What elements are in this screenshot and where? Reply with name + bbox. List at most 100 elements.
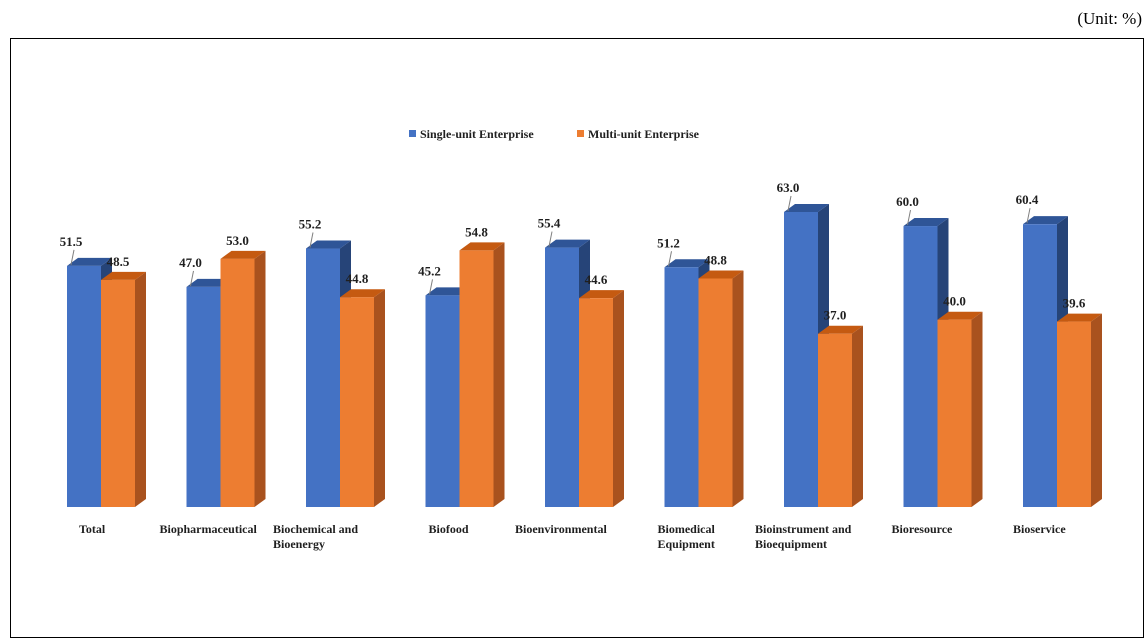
category-label-line: Equipment — [658, 537, 715, 551]
bar-top — [340, 289, 385, 298]
bar-top — [425, 287, 471, 296]
bar-front — [459, 250, 494, 507]
bar-front — [937, 319, 972, 507]
value-leader — [668, 251, 672, 267]
category-label: Biopharmaceutical — [160, 522, 258, 536]
legend: Single-unit Enterprise Multi-unit Enterp… — [409, 127, 700, 141]
value-label: 44.6 — [585, 272, 608, 287]
value-label: 55.4 — [538, 216, 561, 231]
category-label-line: Biopharmaceutical — [160, 522, 258, 536]
category-labels: Total Biopharmaceutical Biochemical and Bio… — [79, 522, 1066, 551]
bar-multi-8 — [1057, 313, 1102, 507]
bar-top — [545, 239, 590, 248]
bar-front — [101, 279, 135, 507]
bar-top — [664, 259, 710, 268]
value-leader — [548, 231, 553, 247]
bar-top — [220, 250, 266, 259]
bar-side — [493, 242, 505, 507]
category-label-line: Biofood — [429, 522, 469, 536]
value-label: 60.4 — [1016, 192, 1039, 207]
bar-front — [306, 248, 340, 507]
bar-multi-4 — [579, 290, 624, 507]
value-label: 44.8 — [346, 271, 369, 286]
value-leader — [787, 195, 792, 212]
category-label: Bioresource — [892, 522, 954, 536]
bar-multi-2 — [340, 289, 385, 507]
bar-front — [425, 295, 460, 507]
bar-top — [459, 242, 505, 251]
bar-front — [818, 333, 852, 507]
category-label: Biochemical and Bioenergy — [273, 522, 358, 551]
bar-side — [374, 289, 385, 507]
bar-side — [1091, 313, 1102, 507]
value-label: 39.6 — [1063, 296, 1086, 311]
bars — [67, 204, 1102, 508]
legend-label-multi: Multi-unit Enterprise — [588, 127, 700, 141]
category-label-line: Bioenvironmental — [515, 522, 607, 536]
bar-top — [186, 278, 232, 287]
unit-label: (Unit: %) — [1077, 9, 1142, 28]
value-label: 60.0 — [896, 194, 919, 209]
category-label: Biomedical Equipment — [658, 522, 716, 551]
value-leader — [907, 209, 911, 226]
bar-front — [579, 298, 613, 507]
value-labels: 51.5 48.5 47.0 53.0 55.2 44.8 45.2 54.8 55.4 44.6… — [60, 180, 1086, 323]
bar-multi-3 — [459, 242, 505, 507]
bar-front — [698, 278, 733, 507]
value-label: 54.8 — [465, 224, 488, 239]
category-label: Total — [79, 522, 106, 536]
bar-front — [903, 226, 938, 508]
bar-multi-0 — [101, 271, 146, 507]
bar-front — [186, 286, 221, 507]
bar-top — [1057, 313, 1102, 322]
value-label: 63.0 — [777, 180, 800, 195]
value-label: 48.8 — [704, 252, 727, 267]
value-leader — [190, 270, 194, 287]
category-label-line: Bioenergy — [273, 537, 325, 551]
value-label: 45.2 — [418, 263, 441, 278]
bar-top — [101, 271, 146, 280]
bar-top — [818, 325, 863, 334]
value-leader — [309, 232, 314, 248]
bar-side — [254, 250, 266, 508]
bar-front — [664, 267, 699, 507]
value-leader — [429, 279, 433, 295]
category-label-line: Biomedical — [658, 522, 716, 536]
bar-top — [903, 218, 949, 227]
category-label-line: Bioservice — [1013, 522, 1066, 536]
category-label: Biofood — [429, 522, 469, 536]
legend-label-single: Single-unit Enterprise — [420, 127, 534, 141]
value-label: 40.0 — [943, 294, 966, 309]
bar-multi-1 — [220, 250, 266, 508]
value-label: 48.5 — [107, 254, 130, 269]
value-label: 47.0 — [179, 255, 202, 270]
bar-front — [1023, 224, 1057, 507]
bar-top — [1023, 216, 1068, 225]
value-label: 51.2 — [657, 235, 680, 250]
bar-top — [784, 204, 829, 212]
value-label: 53.0 — [226, 233, 249, 248]
category-label-line: Bioequipment — [755, 537, 827, 551]
value-leader — [1026, 208, 1031, 224]
value-label: 37.0 — [824, 308, 847, 323]
bar-multi-5 — [698, 270, 744, 507]
category-label: Bioinstrument and Bioequipment — [755, 522, 852, 551]
legend-swatch-single — [409, 130, 416, 137]
bar-top — [698, 270, 744, 279]
bar-front — [220, 258, 255, 507]
bar-side — [971, 311, 983, 507]
bar-side — [732, 270, 744, 507]
bar-side — [613, 290, 624, 507]
bar-top — [937, 311, 983, 320]
bar-top — [579, 290, 624, 299]
category-label: Bioservice — [1013, 522, 1066, 536]
category-label-line: Biochemical and — [273, 522, 358, 536]
bar-front — [545, 247, 579, 508]
bar-multi-7 — [937, 311, 983, 507]
value-leader — [70, 249, 75, 265]
bar-multi-6 — [818, 325, 863, 507]
category-label-line: Total — [79, 522, 106, 536]
bar-top — [67, 257, 112, 266]
bar-side — [852, 325, 863, 507]
